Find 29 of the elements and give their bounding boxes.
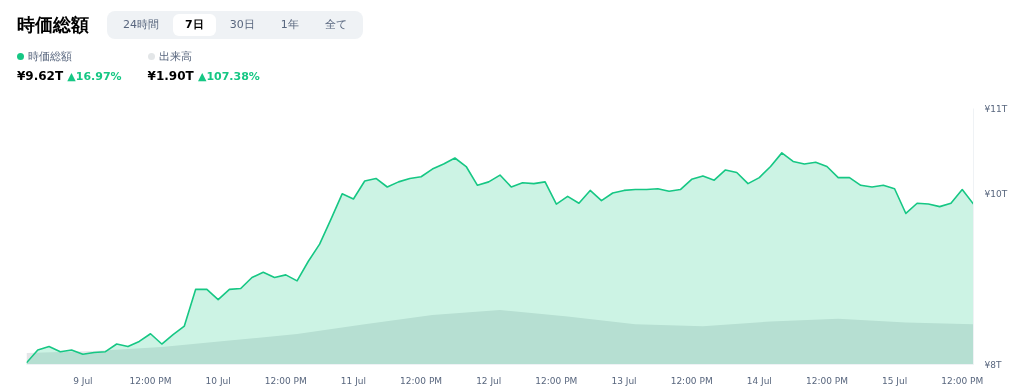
y-tick-label: ¥11T (984, 103, 1008, 114)
text: ¥9.62T (17, 69, 64, 84)
legend-label: 時価総額 (27, 48, 73, 65)
x-tick-label: 12:00 PM (805, 375, 848, 386)
text: ▲16.97% (67, 70, 122, 84)
x-tick-label: 12 Jul (476, 375, 502, 386)
x-tick-label: 13 Jul (611, 375, 637, 386)
x-tick-label: 12:00 PM (941, 375, 984, 386)
x-tick-label: 12:00 PM (264, 375, 307, 386)
x-tick-label: 12:00 PM (400, 375, 443, 386)
x-tick-label: 11 Jul (340, 375, 367, 386)
text: 7日 (173, 14, 216, 36)
text: 全て (323, 17, 348, 33)
chart-title: 時価総額 (17, 13, 89, 37)
x-tick-label: 9 Jul (73, 375, 93, 386)
text: 24時間 (122, 17, 160, 33)
text: 30日 (228, 17, 256, 33)
text: 1年 (279, 17, 300, 33)
y-tick-label: ¥10T (984, 188, 1008, 199)
text: ▲107.38% (197, 70, 260, 84)
x-tick-label: 15 Jul (882, 375, 908, 386)
x-tick-label: 12:00 PM (129, 375, 172, 386)
x-tick-label: 12:00 PM (535, 375, 578, 386)
y-tick-label: ¥8T (984, 359, 1002, 370)
legend-label: 出来高 (157, 48, 193, 65)
x-tick-label: 14 Jul (746, 375, 772, 386)
x-tick-label: 12:00 PM (670, 375, 713, 386)
x-tick-label: 10 Jul (205, 375, 231, 386)
text: ¥1.90T (147, 69, 194, 84)
